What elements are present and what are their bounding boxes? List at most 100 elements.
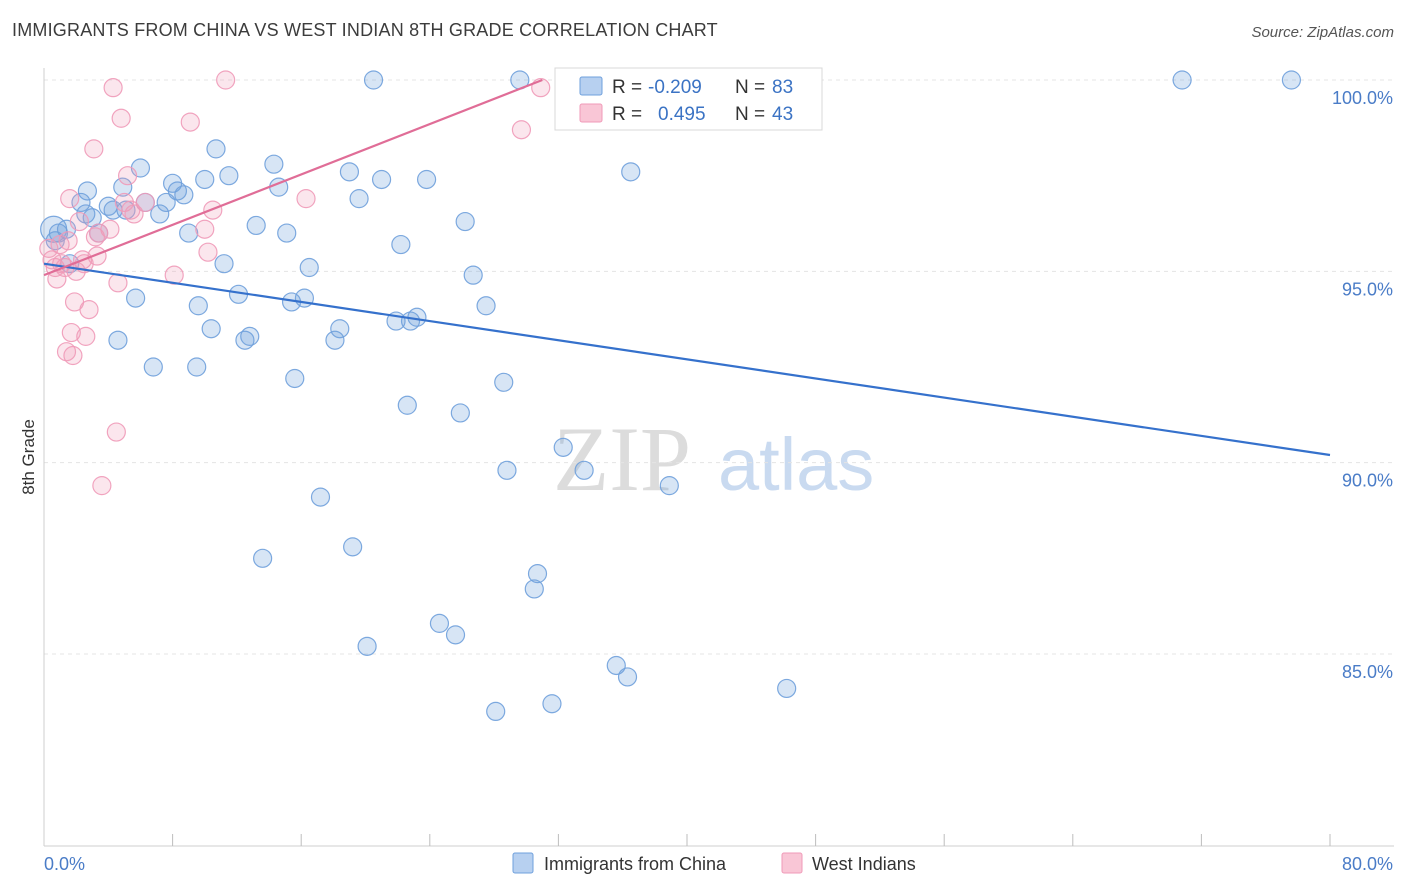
china-point-54: [391, 234, 411, 255]
legend-n-label-china: N =: [735, 77, 765, 98]
westindian-point-40: [296, 189, 316, 209]
westindian-point-9: [60, 189, 80, 209]
westindian-point-36: [195, 219, 215, 239]
china-point-67: [497, 460, 517, 480]
china-point-47: [339, 162, 360, 182]
china-point-30: [214, 254, 234, 274]
china-point-75: [606, 655, 626, 676]
x-tick-label-min: 0.0%: [44, 854, 85, 874]
westindian-point-28: [111, 108, 131, 128]
westindian-point-24: [100, 219, 120, 239]
westindian-point-30: [117, 166, 138, 186]
westindian-point-25: [103, 78, 123, 98]
china-trend-line: [43, 262, 1331, 457]
china-point-52: [371, 169, 392, 190]
china-point-19: [150, 204, 170, 224]
china-point-18: [143, 357, 163, 377]
china-point-7: [77, 181, 98, 201]
westindian-point-41: [511, 120, 532, 140]
china-point-59: [429, 613, 450, 633]
x-ticks: [172, 834, 1331, 846]
china-point-29: [206, 139, 226, 159]
gridlines: [44, 79, 1394, 655]
legend-n-value-westindian: 43: [772, 104, 793, 125]
china-point-24: [179, 223, 199, 243]
china-point-64: [476, 296, 496, 316]
watermark-atlas: atlas: [718, 423, 874, 506]
bottom-legend-label-westindian: West Indians: [812, 854, 916, 874]
china-point-51: [363, 70, 384, 90]
y-tick-labels: 100.0% 95.0% 90.0% 85.0%: [1332, 88, 1393, 682]
westindian-point-8: [58, 231, 78, 251]
legend-swatch-china: [579, 76, 603, 96]
china-point-65: [486, 701, 506, 722]
westindian-point-22: [89, 223, 109, 243]
china-point-71: [542, 694, 562, 714]
china-point-12: [108, 330, 128, 350]
china-point-81: [1172, 70, 1192, 90]
china-point-34: [240, 326, 260, 346]
china-point-20: [156, 192, 176, 213]
westindian-point-0: [39, 238, 59, 258]
china-point-48: [343, 537, 363, 557]
chart-source: Source: ZipAtlas.com: [1251, 24, 1394, 41]
bottom-legend-swatch-westindian: [781, 852, 803, 874]
china-point-46: [330, 319, 350, 339]
legend-r-value-china: -0.209: [648, 77, 702, 98]
china-point-13: [113, 177, 133, 197]
westindian-point-19: [84, 139, 104, 159]
china-point-39: [277, 223, 297, 243]
westindian-point-33: [135, 192, 155, 213]
china-point-26: [188, 296, 208, 316]
y-tick-label-3: 85.0%: [1342, 662, 1393, 682]
westindian-point-32: [124, 204, 144, 224]
china-point-37: [264, 154, 284, 174]
china-point-25: [187, 357, 207, 377]
legend-n-label-westindian: N =: [735, 104, 765, 125]
bottom-legend-label-china: Immigrants from China: [544, 854, 727, 874]
china-point-28: [201, 319, 221, 339]
y-axis-title: 8th Grade: [19, 419, 38, 495]
series-legend: Immigrants from China West Indians: [512, 852, 916, 874]
china-point-15: [126, 288, 146, 308]
china-point-61: [450, 403, 470, 423]
legend-r-label-china: R =: [612, 77, 642, 98]
legend-n-value-china: 83: [772, 77, 793, 98]
x-tick-label-max: 80.0%: [1342, 854, 1393, 874]
china-point-80: [777, 678, 797, 699]
china-point-44: [310, 487, 331, 507]
china-point-69: [524, 579, 544, 599]
westindian-point-17: [76, 326, 96, 346]
series-china-points: [40, 70, 1302, 722]
axes: [43, 68, 1394, 847]
westindian-point-39: [216, 70, 236, 90]
china-point-31: [219, 166, 239, 186]
china-point-82: [1281, 70, 1302, 90]
series-westindian-points: [39, 70, 551, 496]
westindian-point-11: [63, 345, 83, 366]
china-point-43: [299, 257, 319, 278]
china-point-70: [527, 564, 548, 584]
watermark-zip: ZIP: [553, 408, 691, 510]
china-point-41: [285, 368, 305, 389]
trend-lines: [43, 78, 1331, 457]
china-point-78: [659, 476, 679, 496]
legend-r-value-westindian: 0.495: [658, 104, 706, 125]
westindian-point-26: [106, 422, 126, 442]
china-point-49: [349, 189, 369, 209]
stats-legend: R = -0.209 N = 83 R = 0.495 N = 43: [554, 67, 823, 131]
china-point-62: [455, 211, 475, 232]
china-point-35: [246, 215, 266, 236]
china-point-23: [174, 185, 194, 205]
bottom-legend-swatch-china: [512, 852, 534, 874]
westindian-point-14: [69, 211, 89, 232]
westindian-point-23: [92, 476, 112, 496]
china-point-45: [325, 330, 345, 350]
china-point-58: [416, 169, 437, 190]
china-point-55: [397, 395, 417, 415]
y-tick-label-1: 95.0%: [1342, 279, 1393, 299]
westindian-point-18: [79, 300, 99, 320]
china-point-50: [357, 636, 377, 656]
china-point-60: [445, 625, 466, 645]
